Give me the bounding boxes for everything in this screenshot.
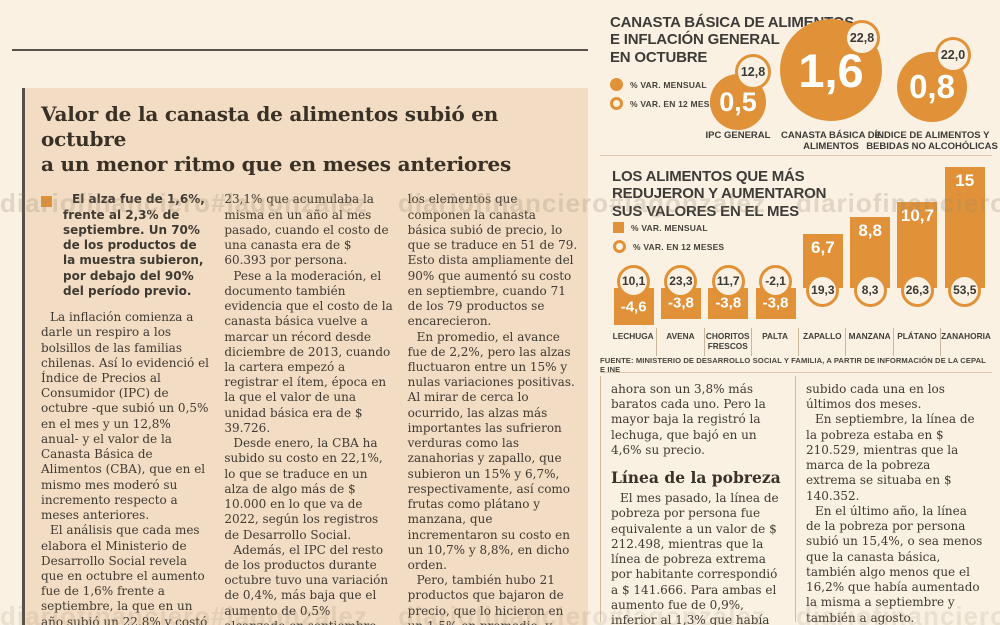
bar-value-label: 6,7 (811, 237, 835, 257)
bar-value-label: 8,8 (858, 220, 882, 240)
paragraph: los elementos que componen la canasta bá… (407, 192, 578, 329)
source-note: FUENTE: MINISTERIO DE DESARROLLO SOCIAL … (600, 356, 986, 374)
poverty-column-b: subido cada una en los últimos dos meses… (795, 376, 992, 625)
bar-category-label: PLÁTANO (894, 328, 942, 356)
bar-category-label: AVENA (657, 328, 705, 356)
outlined-circle-icon (613, 240, 626, 253)
bar-value-label: -3,8 (715, 294, 742, 312)
lead-bullet: El alza fue de 1,6%, frente al 2,3% de s… (41, 192, 211, 299)
bullet-square-icon (41, 196, 52, 208)
bar-category-label: LECHUGA (610, 328, 658, 356)
filled-square-icon (613, 222, 624, 233)
paragraph: El mes pasado, la línea de pobreza por p… (611, 491, 779, 625)
bubble-ipc-general-12m: 12,8 (735, 54, 771, 90)
bar-value-label: 10,7 (900, 205, 934, 225)
bar-category-label: ZAPALLO (799, 328, 847, 356)
article-column-1: El alza fue de 1,6%, frente al 2,3% de s… (41, 192, 211, 625)
twelve-month-circle: 23,3 (664, 264, 698, 298)
bubble-label-indice-alimentos: ÍNDICE DE ALIMENTOS Y BEBIDAS NO ALCOHÓL… (866, 130, 998, 153)
legend-item-12m: % VAR. EN 12 MESES (610, 97, 721, 110)
bubble-chart-legend: % VAR. MENSUAL % VAR. EN 12 MESES (610, 78, 721, 110)
twelve-month-circle: 10,1 (617, 264, 651, 298)
poverty-section: ahora son un 3,8% más baratos cada uno. … (600, 376, 992, 625)
bar-value-label: 15 (955, 170, 975, 190)
legend-label: % VAR. EN 12 MESES (633, 241, 725, 252)
legend-item-monthly: % VAR. MENSUAL (613, 222, 724, 233)
article-column-2: 23,1% que acumulaba la misma en un año a… (224, 192, 394, 625)
bar-zanahoria: 15 (944, 166, 985, 288)
bar-category-label: CHORITOS FRESCOS (705, 328, 752, 356)
bar-category-label: PALTA (752, 328, 800, 356)
headline: Valor de la canasta de alimentos subió e… (41, 102, 512, 176)
bubble-canasta-basica-12m: 22,8 (844, 20, 880, 56)
paragraph: En el último año, la línea de la pobreza… (806, 503, 983, 625)
paragraph: En septiembre, la línea de la pobreza es… (806, 412, 975, 503)
paragraph: ahora son un 3,8% más baratos cada uno. … (611, 382, 766, 457)
top-rule (12, 49, 588, 51)
lead-text: El alza fue de 1,6%, frente al 2,3% de s… (63, 192, 205, 298)
section-divider (600, 155, 992, 156)
twelve-month-circle: 26,3 (900, 273, 934, 307)
bar-chart-plot: -4,6 10,1 LECHUGA -3,8 23,3 AVENA -3,8 11,7 CHOR… (600, 158, 992, 372)
bubble-label-canasta-basica: CANASTA BÁSICA DE ALIMENTOS (781, 130, 881, 153)
bar-lechuga: -4,6 (613, 288, 654, 326)
paragraph: 23,1% que acumulaba la misma en un año a… (224, 192, 389, 268)
paragraph: Desde enero, la CBA ha subido su costo e… (224, 436, 383, 542)
twelve-month-circle: -2,1 (759, 264, 793, 298)
legend-label: % VAR. EN 12 MESES (630, 98, 722, 109)
paragraph: Pero, también hubo 21 productos que baja… (407, 573, 564, 625)
legend-item-12m: % VAR. EN 12 MESES (613, 240, 724, 253)
bar-value-label: -3,8 (762, 294, 789, 312)
paragraph: La inflación comienza a darle un respiro… (41, 310, 210, 523)
paragraph: En promedio, el avance fue de 2,2%, pero… (407, 329, 575, 573)
outlined-circle-icon (610, 97, 623, 110)
filled-circle-icon (610, 78, 623, 91)
legend-label: % VAR. MENSUAL (631, 222, 708, 233)
poverty-column-a: ahora son un 3,8% más baratos cada uno. … (600, 376, 795, 625)
bubble-indice-alimentos-12m: 22,0 (935, 37, 971, 73)
bar-chart-legend: % VAR. MENSUAL % VAR. EN 12 MESES (613, 222, 724, 253)
paragraph: subido cada una en los últimos dos meses… (806, 382, 945, 412)
poverty-heading: Línea de la pobreza (611, 468, 781, 488)
bar-chart: LOS ALIMENTOS QUE MÁS REDUJERON Y AUMENT… (600, 158, 992, 374)
article-block: Valor de la canasta de alimentos subió e… (22, 88, 588, 625)
bar-value-label: -3,8 (668, 294, 694, 312)
article-column-3: los elementos que componen la canasta bá… (408, 192, 578, 625)
legend-item-monthly: % VAR. MENSUAL (610, 78, 721, 91)
twelve-month-circle: 53,5 (948, 273, 982, 307)
poverty-body-a: El mes pasado, la línea de pobreza por p… (611, 491, 787, 625)
section-divider (600, 372, 992, 373)
bubble-label-ipc-general: IPC GENERAL (705, 130, 771, 141)
paragraph: El análisis que cada mes elabora el Mini… (41, 523, 208, 625)
bubble-canasta-basica: 1,6 (780, 19, 882, 121)
legend-label: % VAR. MENSUAL (630, 79, 707, 90)
twelve-month-circle: 8,3 (853, 273, 887, 307)
bubble-chart: CANASTA BÁSICA DE ALIMENTOS E INFLACIÓN … (600, 8, 998, 156)
poverty-intro: ahora son un 3,8% más baratos cada uno. … (611, 382, 787, 458)
bar-chart-title: LOS ALIMENTOS QUE MÁS REDUJERON Y AUMENT… (612, 168, 827, 220)
column-1-paragraphs: La inflación comienza a darle un respiro… (41, 310, 211, 625)
article-columns: El alza fue de 1,6%, frente al 2,3% de s… (25, 192, 588, 625)
paragraph: Pese a la moderación, el documento tambi… (224, 268, 393, 435)
paragraph: Además, el IPC del resto de los producto… (224, 542, 389, 625)
bar-category-label: MANZANA (847, 328, 894, 356)
bar-value-label: -4,6 (620, 298, 647, 316)
twelve-month-circle: 19,3 (806, 273, 840, 307)
twelve-month-circle: 11,7 (711, 264, 745, 298)
bar-category-label: ZANAHORIA (941, 331, 991, 341)
